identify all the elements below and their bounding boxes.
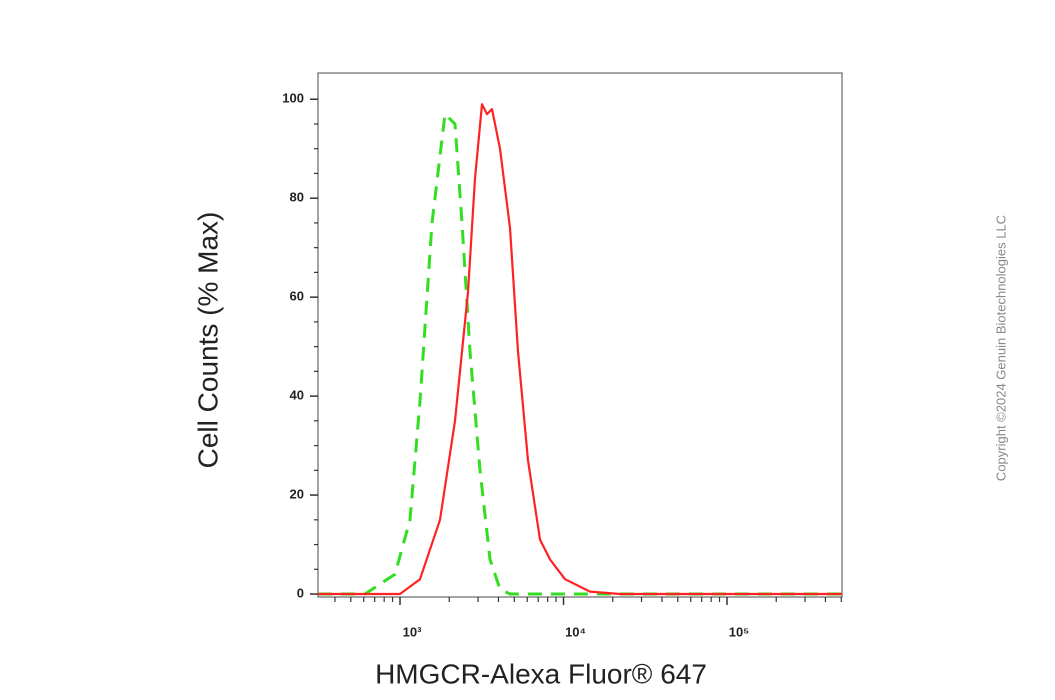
y-tick-label: 0: [297, 585, 304, 600]
y-axis-label: Cell Counts (% Max): [192, 212, 223, 469]
x-tick-label: 10⁵: [729, 624, 750, 639]
x-axis-label: HMGCR-Alexa Fluor® 647: [375, 658, 707, 689]
histogram-line: [318, 103, 842, 596]
y-tick-label: 80: [290, 190, 304, 205]
y-tick-label: 60: [290, 289, 304, 304]
x-tick-label: 10³: [403, 624, 422, 639]
y-tick-label: 100: [282, 91, 304, 106]
plot-frame: [317, 72, 843, 598]
y-tick-label: 20: [290, 487, 304, 502]
y-tick-label: 40: [290, 388, 304, 403]
copyright: Copyright ©2024 Genuin Biotechnologies L…: [993, 215, 1008, 481]
histogram-line: [318, 112, 842, 596]
x-tick-label: 10⁴: [565, 624, 586, 639]
